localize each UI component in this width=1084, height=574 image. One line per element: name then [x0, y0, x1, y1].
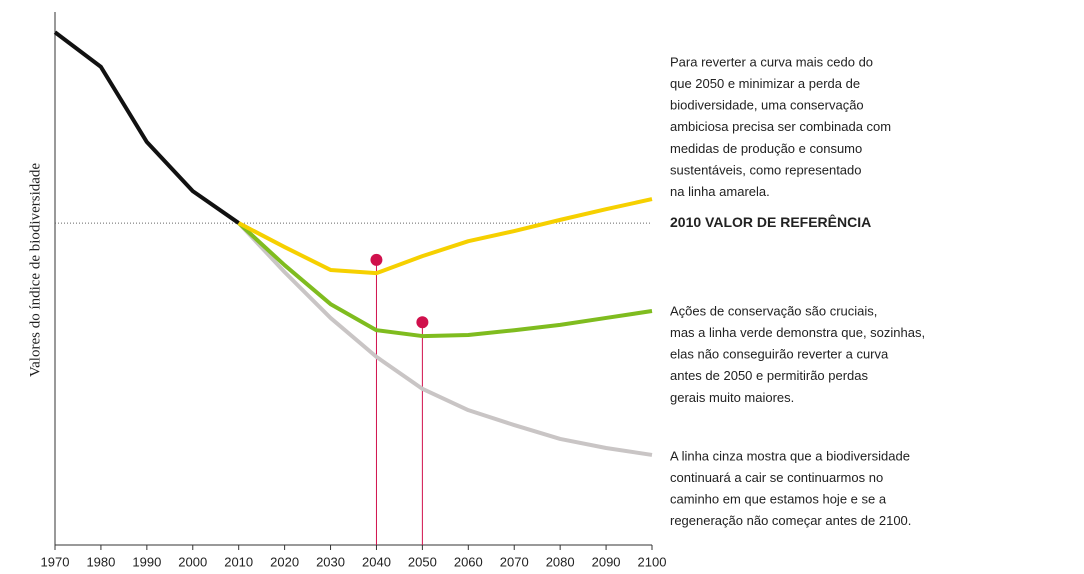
annotation-line: sustentáveis, como representado — [670, 162, 862, 177]
series-line — [237, 197, 653, 276]
annotation-line: que 2050 e minimizar a perda de — [670, 76, 860, 91]
annotation-line: Para reverter a curva mais cedo do — [670, 54, 873, 69]
x-tick-label: 2000 — [178, 554, 207, 569]
series-line — [53, 30, 240, 225]
annotation-line: ambiciosa precisa ser combinada com — [670, 119, 891, 134]
series-line — [237, 221, 653, 457]
annotation-line: mas a linha verde demonstra que, sozinha… — [670, 325, 925, 340]
annotation-line: na linha amarela. — [670, 184, 770, 199]
annotation-line: gerais muito maiores. — [670, 390, 794, 405]
x-tick-label: 2050 — [408, 554, 437, 569]
annotation-line: elas não conseguirão reverter a curva — [670, 347, 889, 362]
x-tick-label: 2090 — [592, 554, 621, 569]
annotation-line: antes de 2050 e permitirão perdas — [670, 368, 869, 383]
annotation-line: A linha cinza mostra que a biodiversidad… — [670, 448, 910, 463]
x-tick-label: 2060 — [454, 554, 483, 569]
annotation-line: Ações de conservação são cruciais, — [670, 303, 877, 318]
x-tick-label: 2070 — [500, 554, 529, 569]
annotation-line: continuará a cair se continuarmos no — [670, 470, 883, 485]
x-tick-label: 1970 — [41, 554, 70, 569]
marker — [416, 316, 429, 329]
annotation-line: caminho em que estamos hoje e se a — [670, 492, 887, 507]
x-tick-label: 2020 — [270, 554, 299, 569]
annotation-line: medidas de produção e consumo — [670, 141, 862, 156]
series-line — [237, 221, 653, 339]
annotation-line: regeneração não começar antes de 2100. — [670, 513, 911, 528]
x-tick-label: 2010 — [224, 554, 253, 569]
x-tick-label: 2030 — [316, 554, 345, 569]
x-tick-label: 2080 — [546, 554, 575, 569]
x-tick-label: 2100 — [638, 554, 667, 569]
marker — [370, 253, 383, 266]
x-tick-label: 2040 — [362, 554, 391, 569]
x-tick-label: 1980 — [86, 554, 115, 569]
x-tick-label: 1990 — [132, 554, 161, 569]
reference-label: 2010 VALOR DE REFERÊNCIA — [670, 213, 871, 230]
annotation-line: biodiversidade, uma conservação — [670, 98, 864, 113]
y-axis-label: Valores do índice de biodiversidade — [27, 163, 43, 377]
